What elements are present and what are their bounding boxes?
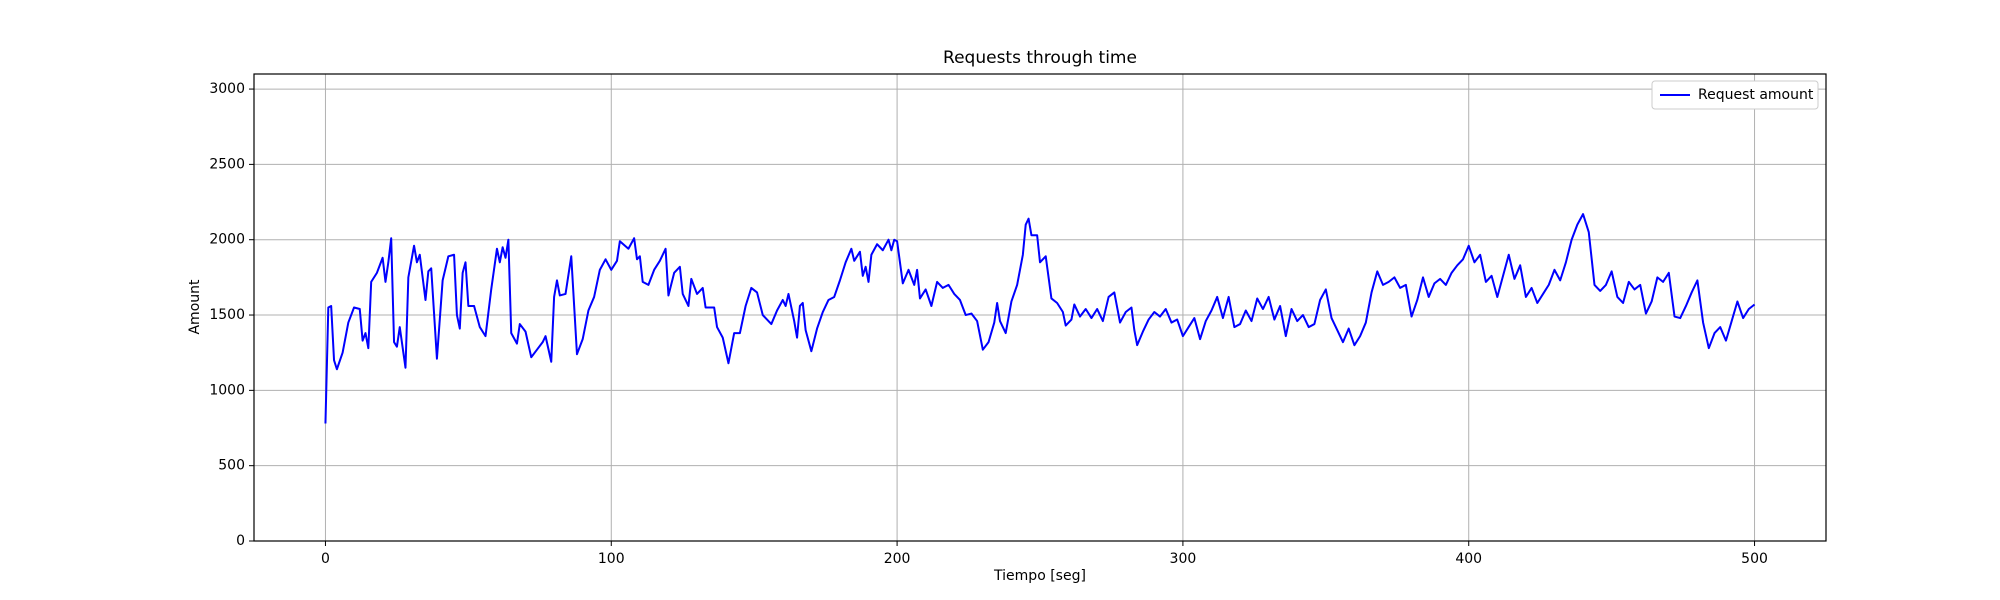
x-tick-label: 300 [1170, 551, 1197, 567]
y-tick-label: 500 [218, 458, 245, 474]
y-tick-label: 0 [236, 533, 245, 549]
y-tick-label: 3000 [209, 81, 245, 97]
y-tick-label: 1500 [209, 307, 245, 323]
x-tick-label: 400 [1455, 551, 1482, 567]
x-tick-label: 0 [321, 551, 330, 567]
line-series [324, 213, 1756, 424]
legend-box [1651, 80, 1819, 110]
x-tick-label: 500 [1741, 551, 1768, 567]
y-tick-label: 1000 [209, 382, 245, 398]
x-axis-label: Tiempo [seg] [993, 568, 1086, 584]
plot-frame [253, 73, 1827, 542]
y-tick-label: 2000 [209, 232, 245, 248]
x-tick-label: 200 [884, 551, 911, 567]
y-tick-label: 2500 [209, 156, 245, 172]
chart-title: Requests through time [943, 48, 1137, 68]
x-tick-label: 100 [598, 551, 625, 567]
y-axis-label: Amount [187, 279, 203, 335]
legend-label: Request amount [1698, 87, 1814, 103]
